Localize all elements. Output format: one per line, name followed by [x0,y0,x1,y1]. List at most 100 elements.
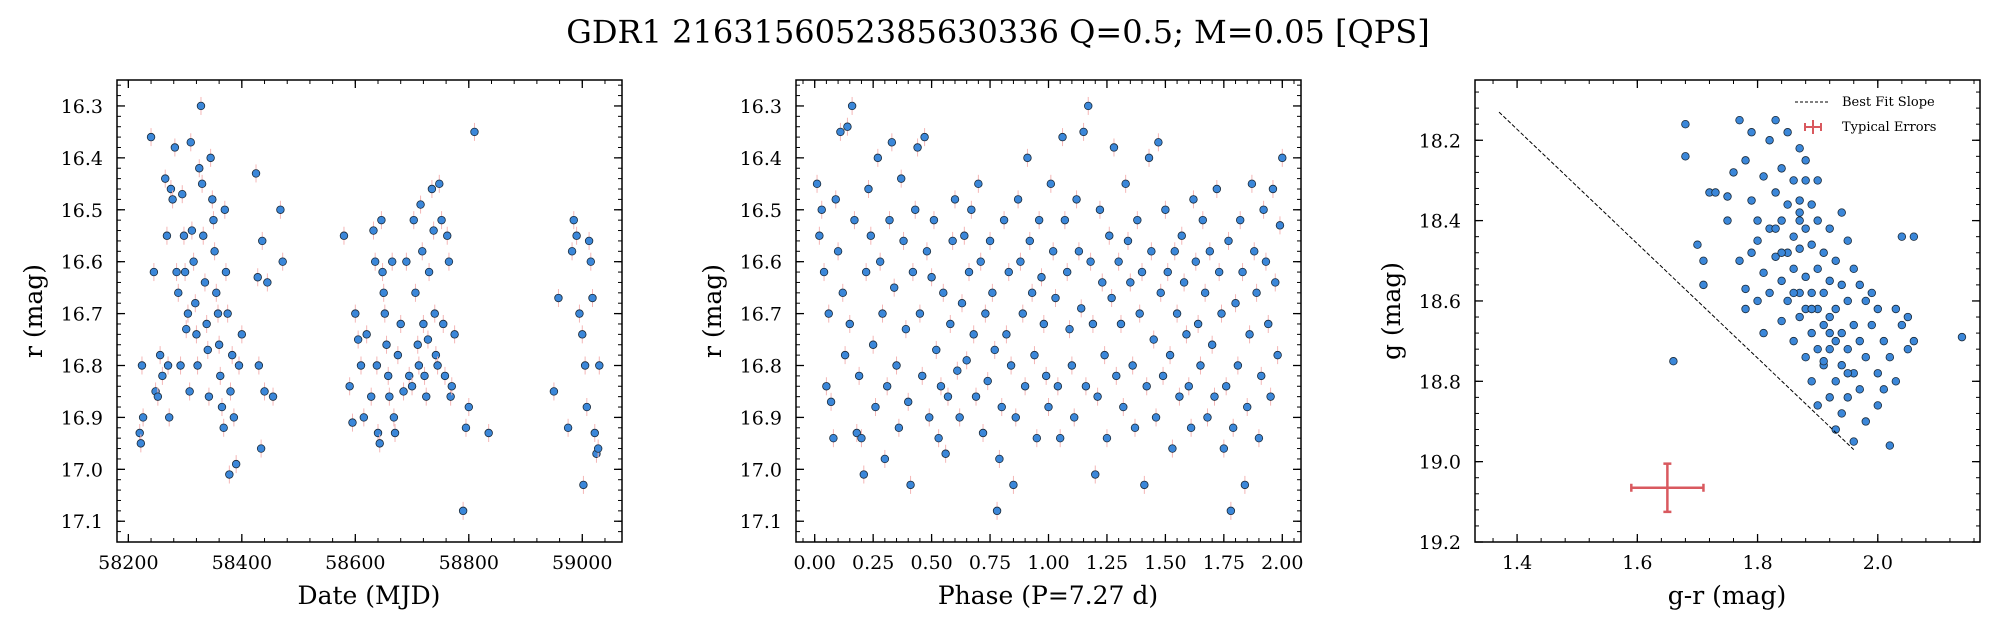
data-point [1819,288,1828,298]
data-point [1112,371,1121,381]
data-point [582,402,592,412]
data-point [1175,392,1184,401]
data-point [1006,361,1016,370]
data-point [227,350,237,360]
data-point [1699,256,1708,265]
data-point [1095,205,1105,214]
data-point [431,350,441,360]
data-point [424,267,434,277]
data-point [1009,480,1018,490]
x-tick-label: 58600 [325,552,385,574]
data-point [237,330,247,339]
data-point [955,413,964,422]
x-tick-label: 1.4 [1502,552,1532,574]
data-point [1789,176,1798,185]
x-tick-label: 1.50 [1144,552,1186,574]
data-point [396,319,405,329]
data-point [1126,278,1135,287]
data-point [1156,288,1165,298]
data-point [1783,296,1792,306]
data-point [1214,267,1224,277]
data-point [1825,312,1834,322]
data-point [584,236,594,246]
data-point [861,267,871,277]
data-point [1177,231,1186,240]
x-tick-label: 58800 [439,552,499,574]
data-point [196,101,206,111]
data-point [158,371,167,381]
data-point [1210,392,1219,401]
data-point [1837,208,1846,217]
data-point [1093,392,1102,401]
data-point [1032,433,1042,443]
data-point [840,350,850,360]
data-point [212,288,221,298]
data-point [1801,156,1810,165]
y-tick-label: 16.3 [740,96,782,118]
data-point [918,371,927,381]
data-point [1252,288,1261,298]
data-point [1060,215,1070,225]
data-point [1843,236,1852,245]
y-tick-label: 16.6 [740,252,782,274]
data-point [185,387,194,396]
data-point [1074,247,1084,256]
legend-best-fit-label: Best Fit Slope [1842,95,1935,110]
data-point [1231,299,1240,308]
data-point [189,257,198,266]
data-point [1741,304,1750,314]
data-point [146,132,156,142]
data-point [964,267,974,277]
data-point [1121,179,1130,189]
data-point [1224,236,1233,246]
data-point [351,309,360,318]
data-point [1072,195,1081,204]
data-point [1226,506,1236,516]
data-point [263,278,272,287]
data-point [1855,280,1864,290]
data-point [192,330,201,339]
data-point [214,340,224,349]
data-point [1158,371,1168,381]
y-tick-label: 16.6 [61,252,103,274]
data-point [932,345,941,355]
data-point [199,231,208,240]
data-point [1254,433,1264,443]
data-point [1228,423,1238,432]
y-tick-label: 18.2 [1419,130,1461,152]
data-point [590,428,599,438]
data-point [831,195,840,204]
data-point [1217,309,1226,318]
data-point [1191,257,1200,266]
data-point [176,361,185,370]
data-point [1813,264,1822,274]
data-point [569,215,578,225]
data-point [1681,119,1690,129]
data-point [1891,377,1901,386]
data-point [204,392,214,401]
data-point [1837,409,1846,418]
data-point [1182,330,1191,339]
plot-area-1: 58200 58400 58600 58800 59000 16.3 16.4 16.5 16.… [61,80,622,574]
data-point [1861,353,1870,362]
data-point [999,215,1009,225]
data-point [135,428,144,438]
data-point [1777,316,1786,326]
data-point [1753,296,1762,306]
data-point [256,444,266,453]
data-point [990,345,999,355]
panel-phased: 0.00 0.25 0.50 0.75 1.00 1.25 1.50 1.75 2.00 16.3… [698,79,1303,610]
data-point [213,309,223,318]
data-point [1681,152,1690,161]
data-point [586,257,595,266]
data-point [1133,215,1142,225]
data-point [1051,293,1060,303]
data-point [484,428,493,438]
data-point [836,127,845,137]
y-tick-label: 16.4 [61,148,103,170]
data-point [1184,382,1193,391]
data-point [908,267,918,277]
data-point [946,319,955,329]
data-point [1086,257,1095,266]
data-point [1753,236,1762,245]
